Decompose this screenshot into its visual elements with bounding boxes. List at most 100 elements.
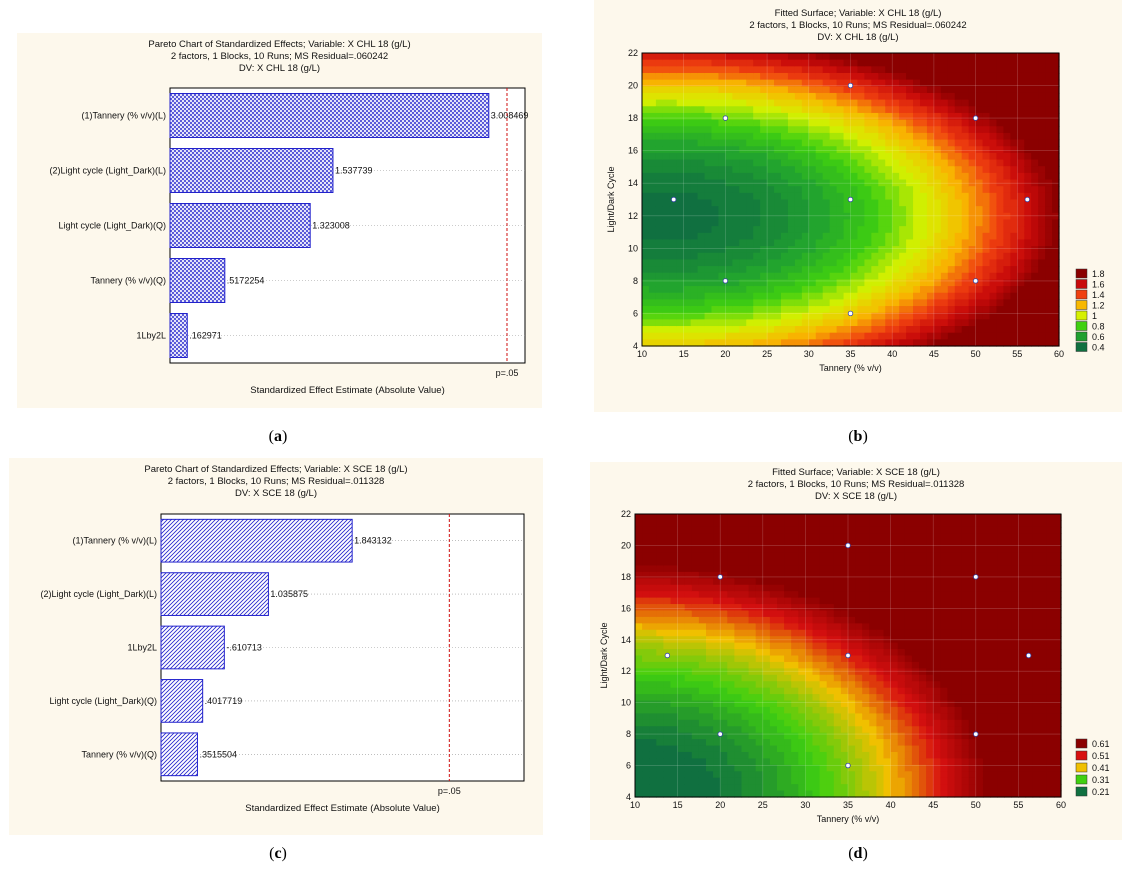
chart-b-surface-cell	[662, 246, 671, 254]
chart-d-surface-cell	[684, 578, 693, 586]
chart-b-surface-cell	[718, 106, 726, 114]
chart-b-surface-cell	[926, 112, 935, 121]
chart-b-design-point	[722, 278, 729, 284]
chart-b-surface-cell	[760, 239, 768, 247]
chart-d-surface-cell	[798, 706, 806, 714]
chart-d-surface-cell	[791, 764, 799, 772]
chart-d-surface-cell	[805, 546, 814, 554]
chart-d-surface-cell	[663, 713, 672, 721]
chart-b-surface-cell	[899, 192, 907, 201]
chart-d-surface-cell	[876, 552, 885, 560]
chart-d-surface-cell	[911, 604, 920, 612]
chart-b-surface-cell	[718, 79, 726, 87]
chart-b-surface-cell	[642, 59, 650, 67]
chart-b-surface-cell	[1003, 219, 1011, 227]
chart-b-surface-cell	[711, 166, 720, 174]
chart-d-surface-cell	[656, 610, 664, 618]
chart-b-surface-cell	[857, 146, 865, 154]
chart-d-surface-cell	[649, 616, 657, 624]
chart-d-surface	[635, 514, 1062, 798]
chart-b-surface-cell	[899, 186, 907, 194]
chart-b-surface-cell	[899, 72, 907, 81]
chart-b-surface-cell	[913, 179, 921, 187]
chart-d-surface-cell	[819, 565, 828, 573]
chart-b-surface-cell	[655, 152, 664, 161]
chart-d-surface-cell	[663, 526, 672, 534]
chart-b-surface-cell	[760, 326, 768, 334]
chart-b-surface-cell	[829, 266, 838, 274]
chart-d-surface-cell	[904, 745, 913, 753]
chart-d-surface-cell	[933, 764, 941, 772]
chart-b-surface-cell	[697, 319, 706, 327]
chart-b-surface-cell	[739, 86, 747, 94]
chart-b-surface-cell	[1010, 139, 1018, 147]
chart-d-surface-cell	[734, 514, 743, 522]
chart-b-surface-cell	[815, 166, 824, 174]
chart-b-surface-cell	[1052, 126, 1060, 134]
chart-d-title-1: Fitted Surface; Variable: X SCE 18 (g/L)	[772, 467, 940, 478]
chart-b-surface-cell	[683, 199, 692, 207]
chart-b-surface-cell	[926, 186, 935, 194]
chart-b-surface-cell	[676, 199, 685, 207]
chart-b-surface-cell	[732, 72, 740, 81]
chart-b-surface-cell	[850, 192, 859, 201]
chart-d-surface-cell	[670, 629, 679, 637]
chart-d-surface-cell	[933, 623, 941, 631]
chart-b-surface-cell	[774, 59, 782, 67]
chart-d-surface-cell	[869, 790, 877, 798]
chart-d-surface-cell	[961, 629, 970, 637]
chart-b-legend-swatch	[1075, 268, 1088, 279]
chart-d-surface-cell	[706, 706, 714, 714]
chart-b-surface-cell	[933, 206, 942, 214]
chart-b-surface-cell	[1052, 112, 1060, 121]
chart-d-surface-cell	[883, 777, 892, 785]
chart-b-surface-cell	[801, 86, 810, 94]
chart-d-surface-cell	[777, 726, 785, 734]
chart-d-surface-cell	[798, 758, 806, 766]
chart-d-surface-cell	[933, 636, 941, 644]
chart-d-surface-cell	[734, 674, 743, 682]
chart-b-surface-cell	[732, 172, 740, 181]
chart-d-surface-cell	[635, 751, 643, 760]
chart-b-surface-cell	[732, 246, 740, 254]
chart-b-ytick-label: 18	[628, 113, 638, 123]
chart-d-surface-cell	[812, 771, 821, 779]
chart-b-surface-cell	[711, 59, 720, 67]
chart-b-surface-cell	[781, 312, 789, 320]
chart-b-surface-cell	[850, 206, 859, 214]
chart-d-surface-cell	[826, 732, 835, 740]
chart-b-surface-cell	[662, 219, 671, 227]
chart-b-surface-cell	[982, 219, 991, 227]
chart-b-surface-cell	[1045, 272, 1053, 281]
chart-b-surface-cell	[774, 192, 782, 201]
chart-d-surface-cell	[961, 681, 970, 689]
chart-b-surface-cell	[871, 172, 879, 181]
chart-b-surface-cell	[1031, 246, 1039, 254]
chart-b-surface-cell	[920, 219, 928, 227]
chart-b-surface-cell	[871, 326, 879, 334]
chart-d-surface-cell	[883, 694, 892, 702]
chart-b-surface-cell	[864, 66, 872, 74]
chart-b-surface-cell	[697, 99, 706, 107]
chart-b-surface-cell	[843, 106, 852, 114]
chart-d-surface-cell	[862, 681, 870, 689]
chart-b-surface-cell	[767, 112, 775, 121]
chart-d-surface-cell	[982, 539, 991, 547]
chart-d-surface-cell	[713, 642, 721, 650]
chart-d-surface-cell	[862, 526, 870, 534]
chart-d-surface-cell	[691, 771, 700, 779]
chart-d-surface-cell	[961, 533, 970, 541]
chart-b-surface-cell	[662, 252, 671, 261]
chart-b-surface-cell	[982, 59, 991, 67]
chart-d-surface-cell	[840, 777, 849, 785]
chart-b-surface-cell	[690, 186, 699, 194]
chart-b-surface-cell	[968, 92, 977, 101]
chart-b-surface-cell	[725, 252, 733, 261]
chart-b-surface-cell	[829, 272, 838, 281]
chart-d-surface-cell	[883, 533, 892, 541]
chart-b-surface-cell	[1038, 179, 1046, 187]
chart-d-surface-cell	[947, 546, 956, 554]
chart-b-surface-cell	[892, 246, 900, 254]
chart-d-surface-cell	[720, 559, 728, 567]
chart-b-surface-cell	[975, 286, 984, 294]
